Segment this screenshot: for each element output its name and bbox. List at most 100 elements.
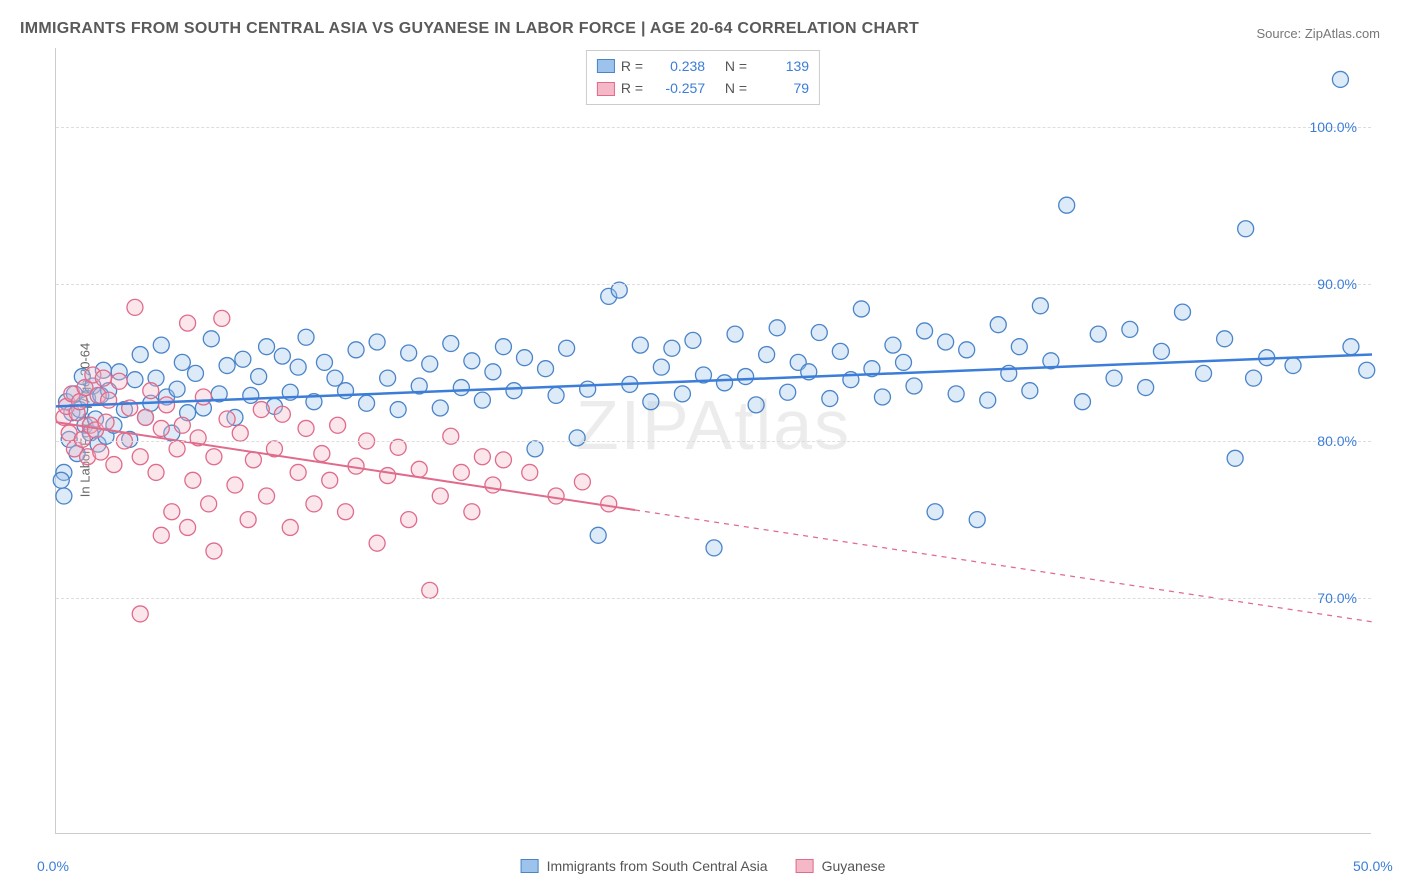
data-point <box>137 409 153 425</box>
data-point <box>180 315 196 331</box>
data-point <box>685 332 701 348</box>
data-point <box>127 372 143 388</box>
x-tick-label: 50.0% <box>1353 858 1393 874</box>
stat-r-value: 0.238 <box>649 55 705 77</box>
data-point <box>559 340 575 356</box>
data-point <box>153 527 169 543</box>
data-point <box>432 488 448 504</box>
data-point <box>853 301 869 317</box>
data-point <box>1122 321 1138 337</box>
data-point <box>259 488 275 504</box>
data-point <box>727 326 743 342</box>
data-point <box>195 389 211 405</box>
data-point <box>495 339 511 355</box>
data-point <box>1059 197 1075 213</box>
data-point <box>159 397 175 413</box>
data-point <box>106 457 122 473</box>
data-point <box>338 504 354 520</box>
stat-n-label: N = <box>725 77 747 99</box>
data-point <box>759 347 775 363</box>
data-point <box>980 392 996 408</box>
data-point <box>885 337 901 353</box>
data-point <box>474 449 490 465</box>
data-point <box>187 365 203 381</box>
y-tick-label: 80.0% <box>1317 433 1357 449</box>
data-point <box>1022 383 1038 399</box>
data-point <box>769 320 785 336</box>
data-point <box>411 461 427 477</box>
data-point <box>1343 339 1359 355</box>
data-point <box>359 395 375 411</box>
stat-r-label: R = <box>621 55 643 77</box>
data-point <box>206 449 222 465</box>
data-point <box>274 406 290 422</box>
data-point <box>169 441 185 457</box>
data-point <box>748 397 764 413</box>
source-attribution: Source: ZipAtlas.com <box>1256 26 1380 41</box>
data-point <box>132 449 148 465</box>
legend-swatch <box>521 859 539 873</box>
legend-swatch <box>597 59 615 73</box>
data-point <box>522 464 538 480</box>
x-tick-label: 0.0% <box>37 858 69 874</box>
data-point <box>132 606 148 622</box>
legend-swatch <box>796 859 814 873</box>
legend-item: Guyanese <box>796 858 886 874</box>
data-point <box>1174 304 1190 320</box>
y-tick-label: 70.0% <box>1317 590 1357 606</box>
data-point <box>1285 358 1301 374</box>
data-point <box>390 402 406 418</box>
stat-n-value: 79 <box>753 77 809 99</box>
data-point <box>243 387 259 403</box>
data-point <box>485 364 501 380</box>
data-point <box>643 394 659 410</box>
data-point <box>548 488 564 504</box>
data-point <box>1238 221 1254 237</box>
stats-row: R =0.238 N =139 <box>597 55 809 77</box>
data-point <box>811 325 827 341</box>
data-point <box>717 375 733 391</box>
data-point <box>1246 370 1262 386</box>
data-point <box>174 354 190 370</box>
bottom-legend: Immigrants from South Central Asia Guyane… <box>521 858 886 874</box>
data-point <box>348 342 364 358</box>
data-point <box>706 540 722 556</box>
data-point <box>380 468 396 484</box>
data-point <box>464 353 480 369</box>
data-point <box>127 299 143 315</box>
data-point <box>235 351 251 367</box>
data-point <box>214 310 230 326</box>
data-point <box>148 464 164 480</box>
data-point <box>232 425 248 441</box>
data-point <box>432 400 448 416</box>
data-point <box>95 370 111 386</box>
legend-label: Guyanese <box>822 858 886 874</box>
data-point <box>143 383 159 399</box>
data-point <box>1138 380 1154 396</box>
data-point <box>453 464 469 480</box>
data-point <box>259 339 275 355</box>
data-point <box>948 386 964 402</box>
data-point <box>516 350 532 366</box>
chart-title: IMMIGRANTS FROM SOUTH CENTRAL ASIA VS GU… <box>20 20 919 38</box>
data-point <box>538 361 554 377</box>
data-point <box>219 411 235 427</box>
legend-label: Immigrants from South Central Asia <box>547 858 768 874</box>
data-point <box>1106 370 1122 386</box>
data-point <box>580 381 596 397</box>
data-point <box>548 387 564 403</box>
data-point <box>369 535 385 551</box>
data-point <box>443 336 459 352</box>
data-point <box>282 519 298 535</box>
stat-n-label: N = <box>725 55 747 77</box>
data-point <box>1090 326 1106 342</box>
data-point <box>314 446 330 462</box>
data-point <box>506 383 522 399</box>
data-point <box>453 380 469 396</box>
data-point <box>164 504 180 520</box>
data-point <box>674 386 690 402</box>
data-point <box>1227 450 1243 466</box>
gridline <box>56 127 1371 128</box>
data-point <box>780 384 796 400</box>
data-point <box>569 430 585 446</box>
